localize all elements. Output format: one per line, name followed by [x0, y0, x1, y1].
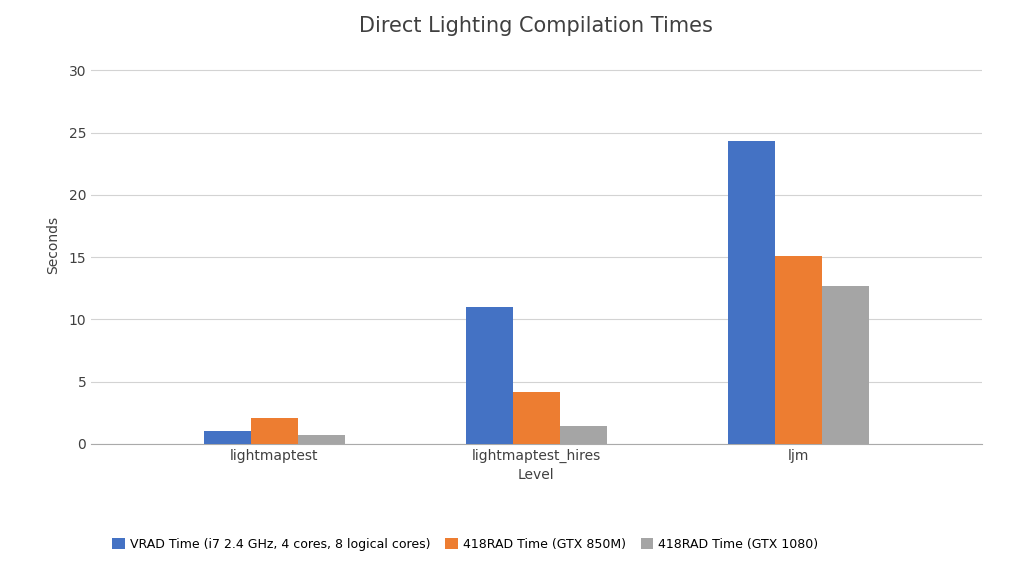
Y-axis label: Seconds: Seconds: [47, 216, 61, 274]
Legend: VRAD Time (i7 2.4 GHz, 4 cores, 8 logical cores), 418RAD Time (GTX 850M), 418RAD: VRAD Time (i7 2.4 GHz, 4 cores, 8 logica…: [112, 538, 817, 551]
Bar: [513, 391, 559, 444]
Bar: [821, 286, 868, 444]
Bar: [727, 141, 774, 444]
Bar: [297, 435, 345, 444]
Bar: [251, 418, 297, 444]
Title: Direct Lighting Compilation Times: Direct Lighting Compilation Times: [359, 15, 713, 36]
Bar: [774, 256, 821, 444]
Bar: [465, 307, 513, 444]
X-axis label: Level: Level: [518, 468, 554, 483]
Bar: [203, 431, 251, 444]
Bar: [559, 426, 607, 444]
